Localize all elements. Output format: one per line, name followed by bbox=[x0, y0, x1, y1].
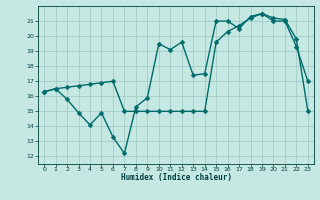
X-axis label: Humidex (Indice chaleur): Humidex (Indice chaleur) bbox=[121, 173, 231, 182]
